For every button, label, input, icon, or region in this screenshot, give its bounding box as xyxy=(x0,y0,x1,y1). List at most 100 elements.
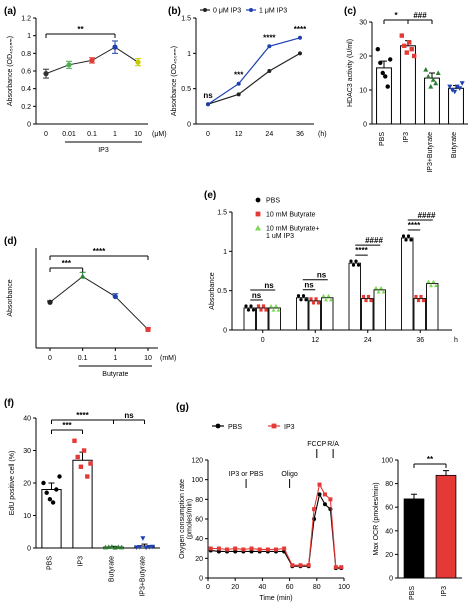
panel-e-series-0-bar xyxy=(401,237,414,331)
panel-b-series-0-point xyxy=(298,51,302,56)
panel-c-y-tick-label: 20 xyxy=(359,54,367,61)
panel-f-x-tick-label: IP3+Butyrate xyxy=(140,556,147,597)
panel-g2-y-tick-label: 40 xyxy=(385,528,393,535)
panel-f-point xyxy=(47,497,53,502)
panel-g1-series-0-line xyxy=(210,492,342,569)
panel-e-series-2-point xyxy=(324,297,328,302)
panel-a-y-tick-label: 0.6 xyxy=(21,69,31,76)
panel-g1-series-1-point xyxy=(298,563,303,568)
panel-g2-sig-label: ** xyxy=(427,455,434,464)
panel-b-sig-label: **** xyxy=(263,33,276,42)
panel-e-series-0-point xyxy=(251,308,256,312)
panel-e-series-0-point xyxy=(301,294,306,298)
panel-e-series-2-point xyxy=(326,293,331,298)
panel-e-y-tick-label: 1.5 xyxy=(217,210,227,217)
panel-g1-legend-marker xyxy=(271,423,277,429)
panel-e-sig-label: ns xyxy=(317,271,327,280)
panel-e-series-1-point xyxy=(414,294,418,299)
panel-e-series-0-point xyxy=(249,304,253,308)
panel-e-series-2-point xyxy=(374,285,378,290)
panel-g1-series-1-point xyxy=(225,547,230,552)
panel-e-label: (e) xyxy=(204,190,216,201)
panel-b-series-0-point xyxy=(236,92,241,97)
panel-d-point xyxy=(47,299,53,305)
panel-g1-series-1-point xyxy=(216,546,221,551)
panel-c-x-tick-label: IP3+Butyrate xyxy=(427,132,434,173)
panel-c-y-tick-label: 0 xyxy=(363,122,367,129)
panel-g1-series-1-point xyxy=(339,565,344,570)
panel-c-point xyxy=(385,84,390,89)
panel-a-point xyxy=(112,44,118,50)
panel-g1-x-tick-label: 100 xyxy=(338,584,350,591)
panel-a-sig-label: ** xyxy=(77,25,84,34)
panel-b-legend-label: 1 μM IP3 xyxy=(259,8,287,15)
panel-d-point xyxy=(145,326,151,332)
panel-a-y-tick-label: 0.8 xyxy=(21,51,31,58)
panel-b-sig-label: ns xyxy=(203,91,213,100)
panel-e-unit-label: h xyxy=(454,337,458,344)
panel-d-bracket-label: Butyrate xyxy=(102,371,128,378)
panel-f-point xyxy=(41,480,46,486)
panel-e-y-tick-label: 0.5 xyxy=(217,288,227,295)
panel-g1-series-1-point xyxy=(208,546,213,551)
panel-f-y-tick-label: 0 xyxy=(27,546,31,553)
panel-a-x-tick-label: 1 xyxy=(113,131,117,138)
panel-a-point xyxy=(66,62,72,68)
panel-e-series-0-point xyxy=(406,234,411,238)
panel-e-series-0-point xyxy=(246,308,251,312)
panel-a-point xyxy=(135,59,141,65)
panel-g1-series-1-point xyxy=(322,492,327,497)
panel-g1-y-label: Oxygen consumption rate(pmoles/min) xyxy=(179,479,194,559)
panel-f-point xyxy=(78,464,84,469)
panel-f-point xyxy=(119,544,125,550)
panel-g1-x-tick-label: 0 xyxy=(206,584,210,591)
panel-d-x-tick-label: 1 xyxy=(113,355,117,362)
panel-g1-annotation-label: R/A xyxy=(327,441,339,448)
panel-c-x-tick-label: PBS xyxy=(379,132,386,146)
panel-e-series-1-point xyxy=(364,298,368,303)
panel-g2-y-label: Max OCR (pmoles/min) xyxy=(373,482,380,555)
panel-e-series-1-point xyxy=(419,294,423,299)
panel-g1-series-0-point xyxy=(317,492,322,497)
panel-e-series-2-point xyxy=(381,289,386,294)
panel-f-bar xyxy=(72,459,93,549)
panel-f-point xyxy=(140,536,146,541)
panel-b-x-tick-label: 0 xyxy=(206,131,210,138)
panel-e-legend-label: 10 mM Butyrate xyxy=(266,212,316,219)
panel-g2-x-tick-label: PBS xyxy=(409,586,416,600)
panel-g1-y-tick-label: 120 xyxy=(191,458,203,465)
panel-c-sig-label: * xyxy=(394,11,398,20)
panel-g1-series-0-point xyxy=(322,502,327,507)
panel-e-legend-label: PBS xyxy=(266,198,280,205)
panel-g2-y-tick-label: 60 xyxy=(385,505,393,512)
panel-g1-series-1-point xyxy=(290,563,295,568)
panel-g1-series-1-line xyxy=(210,483,342,568)
panel-c-point xyxy=(375,47,380,52)
panel-c-point xyxy=(459,81,465,86)
panel-b-series-1-point xyxy=(267,44,272,49)
panel-e-series-0-point xyxy=(401,234,406,238)
panel-f-point xyxy=(81,448,87,453)
panel-e-x-tick-label: 24 xyxy=(364,337,372,344)
panel-c-y-label: HDAC3 activity (U/ml) xyxy=(347,39,354,107)
panel-a-point xyxy=(43,71,49,77)
panel-d-x-tick-label: 10 xyxy=(144,355,152,362)
panel-g1-y-tick-label: 0 xyxy=(199,576,203,583)
panel-e-series-1-point xyxy=(309,297,313,301)
panel-g1-legend-marker xyxy=(215,423,221,429)
panel-b-sig-label: *** xyxy=(234,71,244,80)
panel-e-y-label: Absorbance xyxy=(209,272,216,309)
panel-a-x-tick-label: 0.1 xyxy=(87,131,97,138)
panel-d-point xyxy=(79,273,86,279)
panel-f-y-tick-label: 30 xyxy=(23,448,31,455)
panel-e-sig-label: #### xyxy=(365,236,383,245)
panel-e-series-2-point xyxy=(271,307,276,312)
panel-a-y-tick-label: 1 xyxy=(27,33,31,40)
panel-f-label: (f) xyxy=(4,398,14,409)
panel-e-series-0-bar xyxy=(348,262,361,331)
panel-e-series-1-bar xyxy=(308,300,321,331)
panel-d-x-tick-label: 0 xyxy=(48,355,52,362)
panel-e-series-1-point xyxy=(416,298,421,303)
panel-b-series-0-line xyxy=(207,52,301,105)
panel-g1-series-1-point xyxy=(241,547,246,552)
